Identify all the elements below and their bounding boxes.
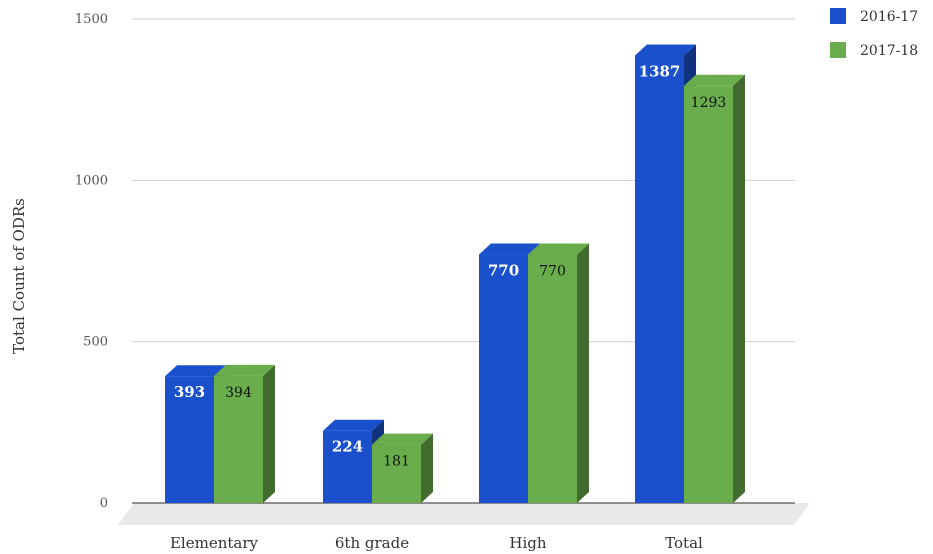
- bar-front: [372, 444, 421, 503]
- bar-top: [372, 433, 433, 445]
- floor-shadow: [118, 503, 810, 525]
- y-tick-label: 1500: [75, 12, 108, 27]
- data-label: 224: [332, 438, 363, 456]
- x-tick-label: Total: [665, 534, 703, 552]
- bar-top: [214, 364, 275, 376]
- data-label: 1387: [639, 62, 681, 80]
- bar-front: [528, 254, 577, 503]
- legend-swatch: [830, 42, 846, 58]
- bar-top: [165, 365, 226, 377]
- data-labels: 393 394 224 181 770 770 1387 1293: [174, 62, 726, 469]
- x-tick-label: High: [509, 534, 546, 552]
- x-tick-label: Elementary: [170, 534, 259, 552]
- bar-front: [635, 55, 684, 503]
- legend: 2016-17 2017-18: [830, 8, 918, 59]
- bar-side: [263, 364, 275, 503]
- y-tick-label: 0: [100, 496, 108, 511]
- bar: [528, 243, 589, 503]
- legend-label: 2017-18: [860, 43, 918, 59]
- bar-front: [479, 254, 528, 503]
- legend-label: 2016-17: [860, 9, 918, 25]
- data-label: 394: [225, 385, 252, 401]
- bar-side: [577, 243, 589, 503]
- x-tick-label: 6th grade: [335, 534, 409, 552]
- y-tick-label: 1000: [75, 173, 108, 188]
- bar: [214, 364, 275, 503]
- bar-front: [323, 430, 372, 503]
- data-label: 393: [174, 383, 205, 401]
- data-label: 770: [488, 262, 519, 280]
- bar-top: [479, 243, 540, 255]
- data-label: 181: [383, 454, 410, 470]
- bar-top: [684, 74, 745, 86]
- data-label: 770: [539, 264, 566, 280]
- bar-side: [421, 433, 433, 503]
- bar: [684, 74, 745, 504]
- y-axis-ticks: 0 500 1000 1500: [75, 12, 108, 511]
- category-labels: Elementary 6th grade High Total: [170, 534, 703, 552]
- chart-floor: [118, 503, 810, 525]
- bar: [372, 433, 433, 503]
- bar-top: [323, 419, 384, 431]
- bar-top: [635, 44, 696, 56]
- y-tick-label: 500: [83, 335, 108, 350]
- legend-swatch: [830, 8, 846, 24]
- bars: [165, 44, 745, 504]
- y-axis-title: Total Count of ODRs: [10, 198, 28, 354]
- bar-front: [214, 375, 263, 503]
- bar-side: [733, 74, 745, 504]
- bar-front: [684, 85, 733, 504]
- bar-top: [528, 243, 589, 255]
- data-label: 1293: [691, 95, 727, 111]
- bar-front: [165, 376, 214, 503]
